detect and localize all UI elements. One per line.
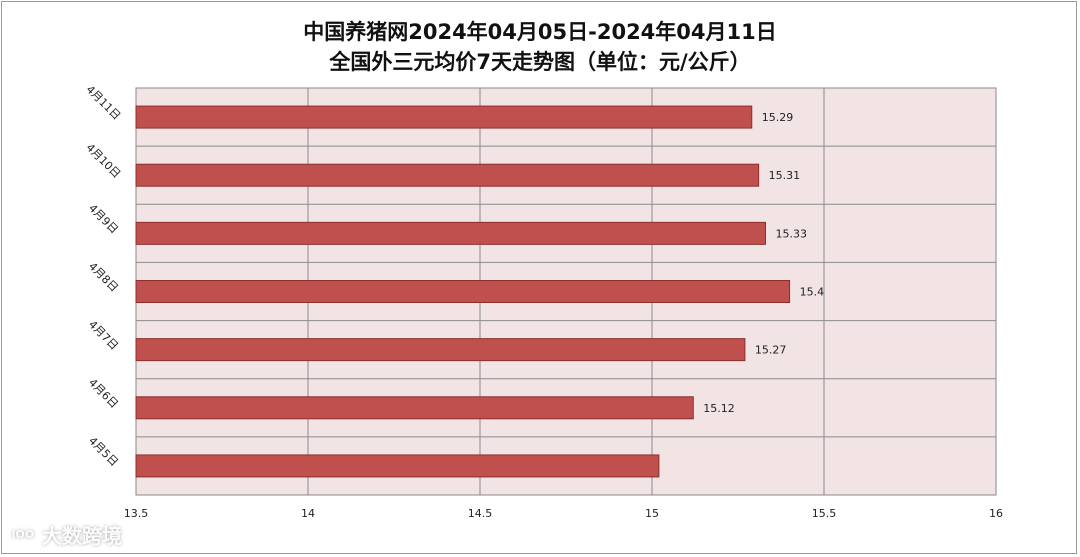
bar: [135, 105, 753, 129]
x-tick-label: 15: [645, 507, 659, 520]
chart-subtitle: 全国外三元均价7天走势图（单位：元/公斤）: [329, 50, 751, 74]
category-label: 4月5日: [86, 434, 121, 469]
category-label: 4月7日: [86, 318, 121, 353]
x-tick-label: 13.5: [124, 507, 149, 520]
category-label: 4月11日: [84, 83, 124, 123]
category-label: 4月6日: [86, 376, 121, 411]
x-tick-label: 14.5: [468, 507, 493, 520]
data-label: 15.4: [800, 286, 825, 299]
category-label: 4月10日: [84, 141, 124, 181]
data-label: 15.27: [755, 344, 787, 357]
bar: [135, 338, 746, 362]
watermark-text: 大数跨境: [42, 524, 122, 548]
data-label: 15.12: [703, 402, 735, 415]
category-label: 4月8日: [86, 260, 121, 295]
data-label: 15.31: [769, 169, 801, 182]
logo-icon: lOO: [10, 523, 36, 546]
x-tick-label: 14: [301, 507, 315, 520]
watermark: lOO 大数跨境: [10, 520, 122, 549]
bar: [135, 280, 791, 303]
x-tick-label: 15.5: [812, 507, 837, 520]
data-label: 15.29: [762, 111, 794, 124]
bar: [135, 454, 660, 478]
data-label: 15.33: [776, 227, 808, 240]
bar: [135, 221, 767, 245]
category-label: 4月9日: [86, 202, 121, 237]
x-tick-label: 16: [989, 507, 1003, 520]
bar: [135, 163, 760, 187]
bar: [135, 396, 694, 420]
chart-title: 中国养猪网2024年04月05日-2024年04月11日: [303, 20, 777, 44]
